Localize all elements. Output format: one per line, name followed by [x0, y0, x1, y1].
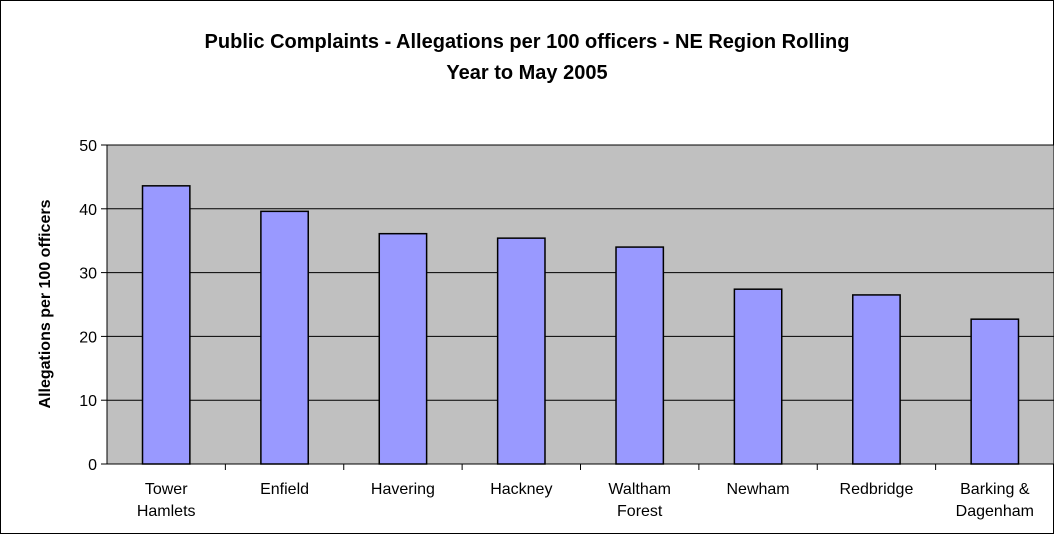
- y-tick-label: 10: [79, 393, 97, 410]
- x-tick-label: Waltham Forest: [608, 481, 671, 520]
- chart-title-line-2: Year to May 2005: [446, 62, 608, 84]
- x-tick-label: Havering: [371, 481, 435, 498]
- x-tick-label: Hackney: [490, 481, 552, 498]
- bar: [496, 237, 546, 465]
- y-tick-label: 50: [79, 138, 97, 155]
- bar: [615, 246, 665, 465]
- bar: [260, 210, 309, 465]
- y-axis-label: Allegations per 100 officers: [37, 199, 54, 408]
- bars: [141, 185, 1020, 465]
- plot-area: [106, 144, 1054, 465]
- y-tick-label: 0: [88, 457, 97, 474]
- x-tick-label: Tower Hamlets: [137, 481, 196, 520]
- bar: [970, 318, 1020, 465]
- chart-title-line-1: Public Complaints - Allegations per 100 …: [204, 31, 850, 53]
- y-tick-label: 30: [79, 266, 97, 283]
- axes: 0 10 20 30 40 50 Tower Hamlets Enfield Havering Ha…: [79, 138, 1054, 520]
- bar: [141, 185, 191, 465]
- x-tick-label: Barking & Dagenham: [956, 481, 1034, 520]
- y-tick-label: 40: [79, 202, 97, 219]
- bar: [852, 294, 901, 465]
- bar: [733, 288, 783, 465]
- x-tick-label: Newham: [726, 481, 789, 498]
- x-tick-label: Redbridge: [840, 481, 914, 498]
- x-tick-label: Enfield: [260, 481, 309, 498]
- y-tick-label: 20: [79, 329, 97, 346]
- bar: [378, 232, 428, 465]
